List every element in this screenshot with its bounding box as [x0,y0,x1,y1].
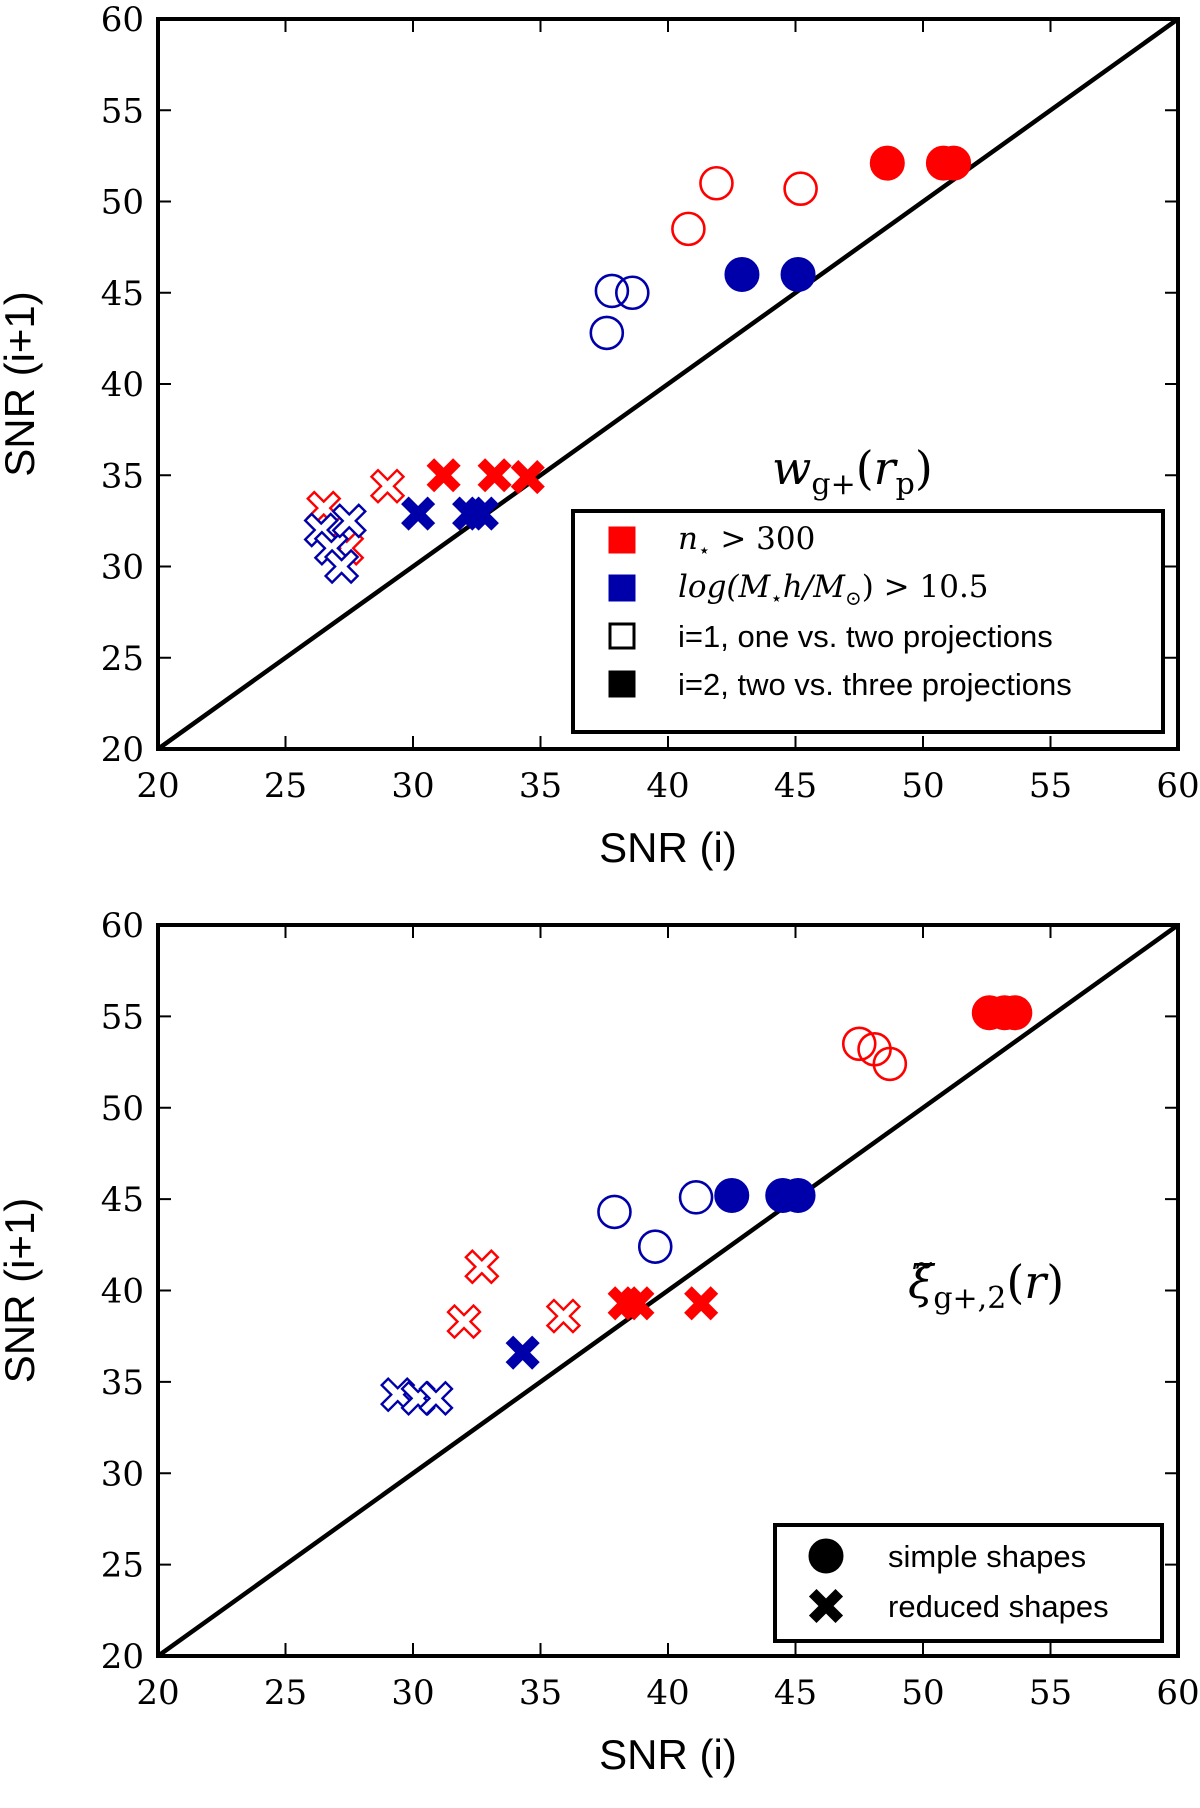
data-point-red-filled-circle [997,995,1033,1031]
data-point-blue-open-circle [589,315,625,351]
panel-label: ξ̃g+,2(r) [908,1255,1064,1316]
data-point-red-filled-x [684,1286,719,1321]
legend-label: simple shapes [888,1539,1086,1574]
x-axis-label: SNR (i) [599,824,737,871]
data-point-red-filled-x [620,1286,655,1321]
y-tick-label: 25 [101,1546,144,1586]
data-point-red-open-x [446,1303,482,1340]
legend-label: log(M⋆h/M⊙) > 10.5 [678,569,989,610]
legend-marker [808,1538,844,1574]
data-point-blue-open-x [418,1380,454,1417]
data-point-red-open-circle [671,211,706,247]
y-tick-label: 20 [101,730,144,770]
y-tick-label: 40 [101,365,144,405]
legend-label: i=1, one vs. two projections [678,619,1053,654]
data-point-red-open-circle [841,1026,877,1062]
panel-label: wg+(rp) [772,441,933,502]
x-tick-label: 25 [264,1673,307,1713]
data-point-red-filled-circle [869,145,905,181]
x-tick-label: 30 [391,1673,434,1713]
y-tick-label: 50 [101,183,144,223]
data-point-blue-open-circle [597,1194,632,1230]
data-point-blue-filled-x [464,496,499,531]
y-tick-label: 25 [101,639,144,679]
y-tick-label: 50 [101,1089,144,1129]
x-tick-label: 45 [774,766,817,806]
data-point-blue-open-x [323,548,360,585]
data-point-blue-open-circle [614,275,650,311]
top-panel: 20 25 30 35 40 45 50 55 60 20 25 30 35 40 45 50 55 60 SNR … [0,0,1200,871]
data-point-red-open-x [464,1249,500,1285]
data-point-blue-filled-x [505,1335,540,1370]
y-tick-label: 55 [101,91,144,131]
data-point-red-open-circle [872,1046,908,1082]
plot-frame [156,17,1180,751]
data-point-blue-filled-x [401,496,436,531]
y-axis-label: SNR (i+1) [0,291,43,477]
x-tick-label: 35 [519,766,562,806]
x-tick-label: 40 [646,1673,689,1713]
y-tick-label: 45 [101,274,144,314]
x-tick-label: 40 [646,766,689,806]
y-tick-label: 30 [101,1454,144,1494]
y-tick-label: 30 [101,548,144,588]
data-point-blue-open-circle [637,1229,673,1264]
x-tick-label: 50 [901,766,944,806]
plot-frame [156,923,1180,1658]
legend-marker [608,670,636,698]
data-point-blue-filled-circle [714,1177,750,1213]
data-point-red-open-x [369,468,406,504]
reference-line-y-equals-x [156,923,1180,1658]
x-tick-label: 60 [1156,1673,1199,1713]
data-point-red-filled-x [426,458,461,493]
y-tick-label: 35 [101,1363,144,1403]
legend: simple shapes reduced shapes [773,1523,1164,1643]
data-point-blue-filled-circle [780,257,816,292]
legend-label: reduced shapes [888,1589,1109,1624]
data-point-blue-filled-circle [780,1177,816,1213]
data-point-red-open-circle [699,165,734,201]
legend-box [571,509,1165,734]
x-axis-label: SNR (i) [599,1731,737,1778]
legend-marker [808,1588,844,1624]
data-point-blue-filled-circle [724,257,760,292]
data-point-red-filled-circle [936,145,972,181]
legend-marker [608,526,636,554]
y-tick-label: 60 [101,0,144,40]
legend-label: i=2, two vs. three projections [678,667,1072,702]
legend-label: n⋆ > 300 [678,521,815,562]
reference-line-y-equals-x [156,17,1180,751]
data-point-red-open-circle [783,171,818,207]
x-tick-label: 50 [901,1673,944,1713]
y-tick-label: 55 [101,997,144,1037]
y-axis-label: SNR (i+1) [0,1198,43,1384]
data-point-red-open-x [545,1298,582,1334]
x-tick-label: 20 [136,766,179,806]
legend-marker [608,622,636,650]
legend: n⋆ > 300 log(M⋆h/M⊙) > 10.5 i=1, one vs. t… [571,509,1165,734]
data-point-blue-open-x [331,503,367,539]
x-tick-label: 55 [1029,1673,1072,1713]
x-tick-label: 20 [136,1673,179,1713]
legend-box [773,1523,1164,1643]
x-tick-label: 60 [1156,766,1199,806]
y-tick-label: 20 [101,1637,144,1677]
data-point-red-filled-x [510,460,545,495]
x-tick-label: 35 [519,1673,562,1713]
x-tick-label: 30 [391,766,434,806]
x-tick-label: 25 [264,766,307,806]
y-tick-label: 60 [101,906,144,946]
x-tick-label: 45 [774,1673,817,1713]
data-point-blue-open-circle [594,273,630,309]
data-point-blue-open-circle [678,1179,714,1215]
x-tick-label: 55 [1029,766,1072,806]
data-point-red-filled-x [477,458,512,493]
bottom-panel: 20 25 30 35 40 45 50 55 60 20 25 30 35 40 45 50 55 60 SNR … [0,906,1200,1778]
y-tick-label: 45 [101,1180,144,1220]
legend-marker [608,574,636,602]
y-tick-label: 35 [101,456,144,496]
y-tick-label: 40 [101,1272,144,1312]
